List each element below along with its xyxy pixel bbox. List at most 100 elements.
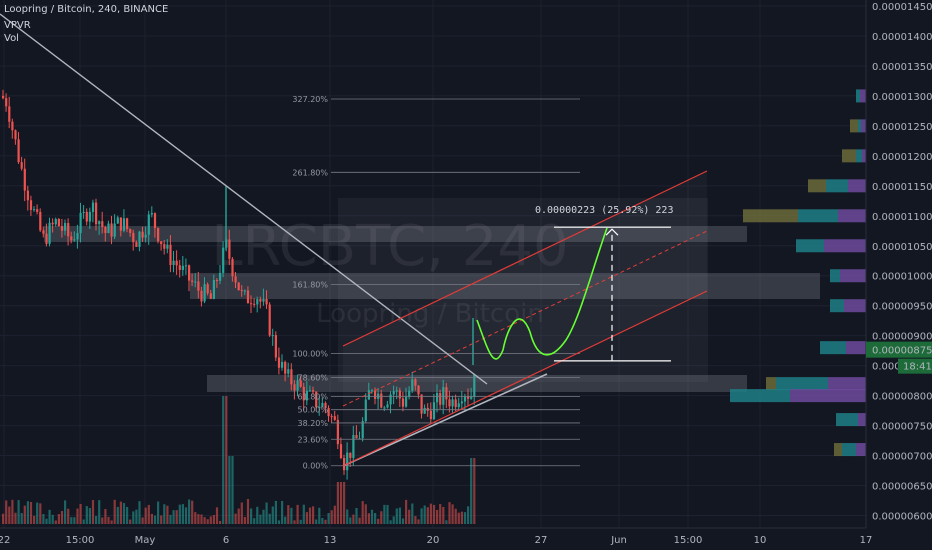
- candle-body: [172, 260, 175, 265]
- candle-body: [67, 223, 70, 237]
- vp-up: [856, 149, 862, 163]
- drawings[interactable]: [0, 13, 708, 467]
- volume-bar: [122, 503, 126, 524]
- volume-bar: [377, 518, 380, 524]
- volume-bar: [135, 509, 138, 524]
- time-tick-label: 20: [427, 535, 440, 546]
- volume-bar: [98, 500, 101, 524]
- candle-body: [116, 217, 119, 224]
- volume-bar: [417, 519, 420, 524]
- candle-body: [243, 290, 246, 292]
- volume-bar: [364, 504, 367, 524]
- candle-body: [321, 402, 324, 407]
- candle-body: [184, 265, 188, 267]
- trendline-uptrend: [342, 373, 548, 467]
- volume-bar: [426, 507, 429, 524]
- measure-tool[interactable]: 0.00000223 (25.92%) 223: [535, 205, 673, 362]
- time-tick-label: 17: [860, 535, 873, 546]
- volume-bar: [327, 513, 330, 524]
- volume-bar: [246, 499, 250, 524]
- volume-bar: [23, 505, 26, 524]
- candle-body: [2, 95, 5, 99]
- candle-body: [333, 416, 336, 420]
- volume-bar: [104, 509, 107, 524]
- candle-body: [470, 396, 473, 399]
- candle-body: [160, 241, 163, 245]
- volume-bar: [153, 515, 157, 524]
- volume-bar: [281, 500, 284, 524]
- candle-body: [144, 234, 147, 238]
- indicator-vpvr[interactable]: VPVR: [4, 20, 31, 31]
- candle-body: [33, 209, 36, 211]
- volume-bar: [11, 499, 14, 524]
- volume-bar: [188, 499, 191, 524]
- fib-level-label: 61.80%: [297, 392, 328, 401]
- candle-body: [408, 390, 411, 398]
- candle-body: [460, 401, 463, 404]
- vp-up: [830, 299, 844, 313]
- projection-path: [476, 227, 608, 360]
- volume-bar: [175, 510, 178, 524]
- vp-up: [798, 209, 838, 223]
- measure-arrowhead: [605, 228, 619, 236]
- volume-bar: [470, 458, 473, 524]
- volume-bar: [234, 513, 237, 524]
- volume-bar: [138, 501, 141, 524]
- price-tick-label: 0.00001400: [872, 32, 932, 43]
- price-tick-label: 0.00001350: [872, 62, 932, 73]
- price-tick-label: 0.00000700: [872, 452, 932, 463]
- candle-body: [147, 214, 150, 235]
- volume-bar: [405, 499, 408, 524]
- candle-body: [57, 218, 60, 227]
- volume-bar: [57, 514, 60, 524]
- candle-body: [417, 385, 420, 395]
- vp-up: [776, 377, 828, 391]
- zone-3: [338, 198, 708, 382]
- candle-body: [23, 168, 26, 191]
- volume-bar: [358, 517, 361, 524]
- volume-bar: [129, 519, 132, 524]
- volume-bar: [321, 517, 324, 524]
- candle-body: [432, 402, 436, 420]
- vp-up: [858, 119, 861, 133]
- candle-body: [54, 218, 57, 225]
- zone-0: [44, 226, 747, 242]
- indicator-vol[interactable]: Vol: [4, 33, 19, 44]
- candle-body: [327, 408, 330, 417]
- vp-value-area: [834, 443, 842, 457]
- volume-bar: [163, 504, 166, 524]
- time-axis[interactable]: 22 15:00 May 6 13 20 27 Jun 15:00 10 17: [0, 527, 932, 550]
- volume-bar: [432, 504, 436, 524]
- volume-bar: [411, 503, 414, 524]
- fib-level-label: 38.20%: [297, 419, 328, 428]
- vp-down: [844, 299, 866, 313]
- vp-up: [856, 89, 860, 103]
- fib-retracement[interactable]: 0.00% 23.60% 38.20% 50.00% 61.80% 78.60% 100.0…: [292, 95, 580, 471]
- price-axis[interactable]: 0.00001450 0.00001400 0.00001350 0.00001300…: [865, 0, 932, 550]
- candle-body: [392, 391, 395, 395]
- volume-bar: [144, 507, 147, 524]
- candle-body: [262, 298, 265, 302]
- candle-body: [463, 396, 467, 402]
- candle-body: [129, 229, 132, 233]
- time-tick-label: 10: [754, 535, 767, 546]
- volume-bar: [42, 514, 45, 524]
- time-tick-label: Jun: [610, 535, 627, 546]
- candle-body: [219, 272, 222, 281]
- candle-body: [454, 399, 457, 408]
- volume-bar: [29, 501, 33, 524]
- volume-bar: [460, 511, 463, 524]
- candle-body: [271, 335, 274, 337]
- candle-body: [14, 130, 17, 140]
- candle-body: [318, 406, 321, 408]
- candle-body: [380, 393, 383, 408]
- volume-bar: [451, 504, 454, 524]
- fib-level-label: 261.80%: [292, 168, 328, 177]
- candle-body: [76, 233, 79, 240]
- candle-body: [64, 223, 67, 231]
- volume-bar: [268, 513, 271, 524]
- volume-bar: [436, 510, 439, 524]
- candle-body: [135, 242, 138, 247]
- candle-body: [467, 396, 470, 399]
